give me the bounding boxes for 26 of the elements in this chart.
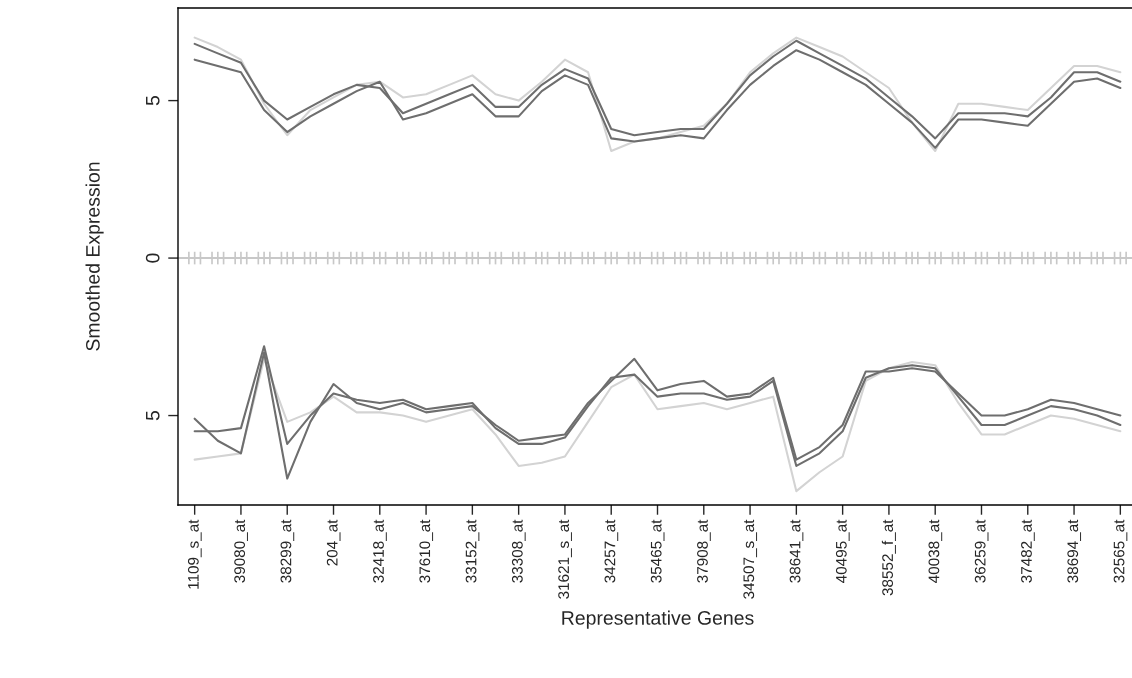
x-tick-label: 204_at: [326, 519, 341, 566]
x-tick-label: 38694_at: [1067, 519, 1082, 583]
x-tick-label: 39080_at: [234, 519, 248, 583]
x-tick-label: 34507_s_at: [743, 519, 758, 599]
x-axis-title: Representative Genes: [562, 610, 754, 629]
x-tick-label: 31621_s_at: [558, 519, 572, 599]
y-axis-title: Smoothed Expression: [85, 162, 104, 351]
x-tick-label: 32418_at: [373, 519, 387, 583]
x-tick-label: 37610_at: [419, 519, 434, 583]
x-tick-label: 38552_f_at: [881, 519, 896, 596]
x-tick-label: 38299_at: [280, 519, 295, 583]
x-tick-label: 34257_at: [604, 519, 619, 583]
x-tick-label: 40495_at: [835, 519, 850, 583]
x-tick-label: 33308_at: [511, 519, 526, 583]
y-tick-label: 0: [145, 253, 160, 263]
x-tick-label: 37908_at: [697, 519, 711, 583]
y-tick-label: 5: [146, 96, 160, 106]
x-tick-label: 32565_at: [1113, 519, 1128, 583]
x-tick-label: 37482_at: [1021, 519, 1035, 583]
x-tick-label: 36259_at: [974, 519, 989, 583]
x-tick-label: 33152_at: [465, 519, 480, 583]
x-tick-label: 35465_at: [650, 519, 665, 583]
x-tick-label: 1109_s_at: [187, 519, 202, 589]
x-tick-label: 40038_at: [928, 519, 943, 583]
x-tick-label: 38641_at: [789, 519, 804, 583]
y-tick-label: 5: [146, 410, 160, 421]
